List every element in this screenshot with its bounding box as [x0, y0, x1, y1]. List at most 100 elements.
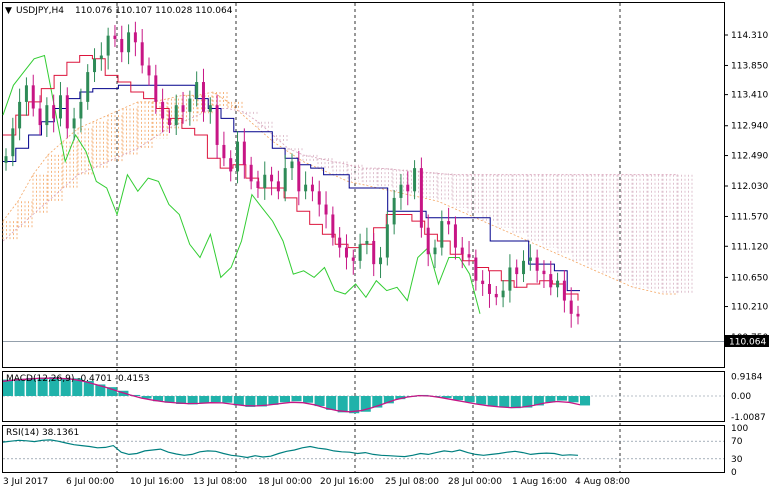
y-tick-label: 113.410: [731, 91, 768, 101]
macd-bar: [222, 396, 233, 403]
x-tick-label: 25 Jul 08:00: [385, 477, 439, 487]
candle-body: [419, 168, 423, 228]
candle-body: [358, 244, 362, 261]
candle-body: [379, 257, 383, 265]
candle-body: [24, 85, 28, 102]
rsi-plot: [2, 439, 724, 460]
candle-body: [310, 184, 314, 192]
x-tick-label: 6 Jul 00:00: [66, 477, 115, 487]
candle-body: [140, 42, 144, 66]
macd-bar: [545, 396, 556, 403]
candle-body: [79, 101, 83, 119]
candle-body: [45, 105, 49, 126]
candle-body: [338, 237, 342, 248]
x-tick-label: 18 Jul 00:00: [258, 477, 312, 487]
kijun-sen: [3, 84, 580, 292]
rsi-tick-label: 0: [731, 468, 737, 478]
x-axis-labels: 3 Jul 2017 6 Jul 00:00 10 Jul 16:00 13 Jul …: [3, 477, 630, 487]
macd-bar: [476, 396, 487, 405]
y-tick-label: 113.850: [731, 61, 768, 71]
macd-bar: [141, 396, 152, 399]
candle-body: [18, 101, 22, 129]
dropdown-arrow-icon[interactable]: ▼: [5, 6, 12, 16]
rsi-header: RSI(14) 38.1361: [6, 428, 79, 438]
macd-tick-label: -1.0087: [731, 413, 766, 423]
macd-bar: [360, 396, 371, 412]
candle-body: [72, 118, 76, 129]
macd-bar: [26, 377, 37, 396]
macd-bar: [487, 396, 498, 407]
macd-bar: [199, 396, 210, 404]
candle-body: [542, 270, 546, 275]
macd-bar: [453, 396, 464, 401]
macd-tick-label: 0.00: [731, 392, 751, 402]
candle-body: [242, 141, 246, 165]
candle-body: [372, 240, 376, 265]
x-tick-label: 4 Aug 08:00: [575, 477, 630, 487]
macd-bar: [3, 379, 14, 396]
candle-body: [569, 300, 573, 314]
candle-body: [515, 267, 519, 275]
macd-bar: [49, 377, 60, 396]
candle-body: [31, 85, 35, 109]
candle-body: [147, 65, 151, 76]
candle-body: [167, 118, 171, 126]
macd-bar: [210, 396, 221, 403]
macd-bar: [291, 396, 302, 402]
macd-bar: [580, 396, 591, 406]
macd-bar: [279, 396, 290, 403]
macd-bar: [522, 396, 533, 408]
candle-body: [256, 181, 260, 188]
candle-body: [263, 174, 267, 188]
candle-body: [290, 161, 294, 169]
candle-body: [11, 128, 15, 157]
macd-bar: [349, 396, 360, 414]
candle-body: [440, 221, 444, 248]
x-tick-label: 1 Aug 16:00: [512, 477, 567, 487]
candle-body: [556, 280, 560, 288]
candle-body: [535, 257, 539, 271]
macd-bar: [245, 396, 256, 407]
candle-body: [181, 105, 185, 112]
candle-body: [120, 38, 124, 53]
macd-bar: [164, 396, 175, 403]
candle-body: [406, 184, 410, 192]
candle-body: [270, 174, 274, 182]
ohlc-values: 110.076 110.107 110.028 110.064: [75, 6, 233, 16]
rsi-tick-label: 30: [731, 455, 743, 465]
macd-header: MACD(12,26,9) -0.4701 -0.4153: [6, 374, 150, 384]
candle-body: [215, 105, 219, 145]
macd-bar: [129, 394, 140, 396]
candle-body: [501, 290, 505, 298]
candle-body: [52, 105, 56, 119]
macd-bar: [314, 396, 325, 407]
macd-bar: [60, 377, 71, 396]
candle-body: [201, 82, 205, 112]
y-tick-label: 114.310: [731, 31, 768, 41]
macd-bar: [72, 378, 83, 396]
y-axis-labels: 114.310 113.850 113.410 112.940 112.490 112.0…: [724, 31, 768, 478]
candle-body: [297, 161, 301, 192]
y-tick-label: 112.490: [731, 152, 768, 162]
y-tick-label: 111.120: [731, 242, 768, 252]
macd-bar: [510, 396, 521, 409]
candle-body: [276, 181, 280, 192]
x-tick-label: 28 Jul 00:00: [448, 477, 502, 487]
candle-body: [86, 72, 90, 102]
macd-bar: [233, 396, 244, 406]
candlesticks: [4, 21, 580, 328]
macd-bar: [95, 384, 106, 396]
candle-body: [65, 95, 69, 129]
y-tick-label: 111.570: [731, 212, 768, 222]
candle-body: [236, 141, 240, 172]
candle-body: [351, 257, 355, 261]
current-price-value: 110.064: [729, 338, 766, 348]
candle-body: [365, 240, 369, 245]
candle-body: [106, 35, 110, 56]
current-price-tag: [725, 335, 769, 347]
macd-bar: [383, 396, 394, 404]
rsi-tick-label: 100: [731, 424, 748, 434]
candle-body: [208, 105, 212, 112]
candle-body: [38, 108, 42, 126]
